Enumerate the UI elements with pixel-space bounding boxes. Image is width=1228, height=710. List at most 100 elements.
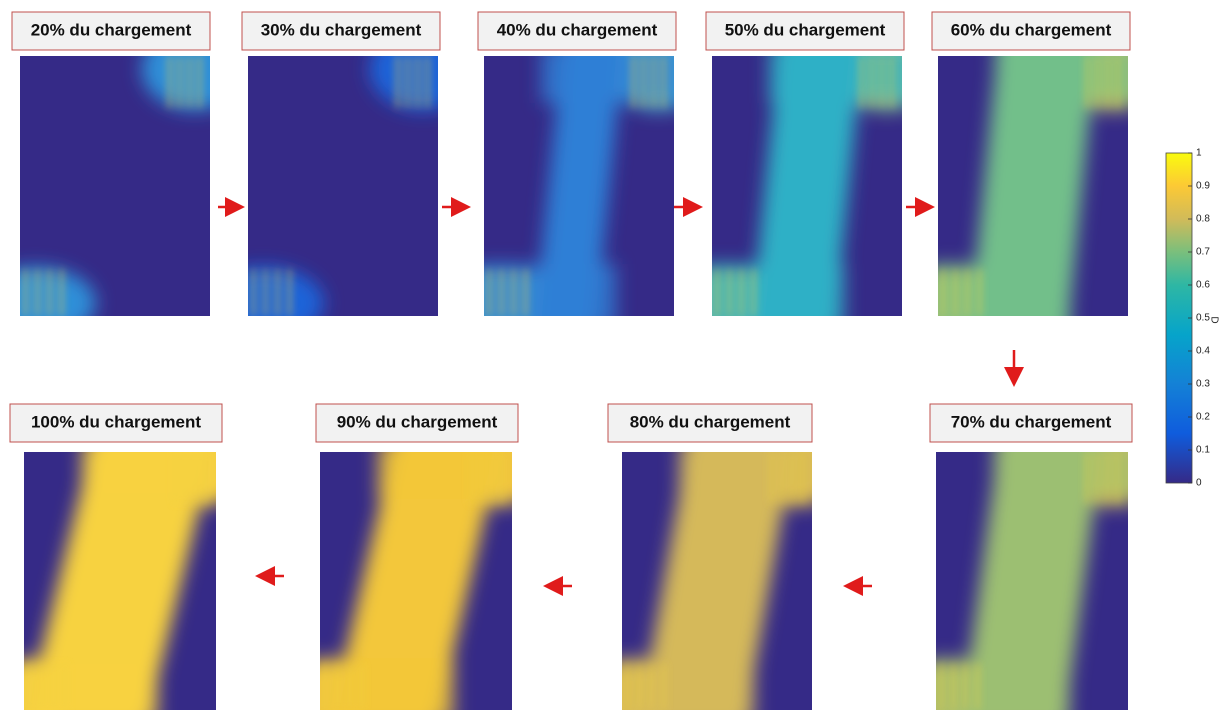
fiber-stripe [479, 452, 483, 504]
fiber-stripe [1096, 56, 1100, 108]
bottom-spread [938, 264, 1071, 316]
top-spread [993, 452, 1128, 499]
fiber-stripe [40, 663, 43, 710]
damage-map [712, 56, 902, 316]
damage-map [20, 56, 210, 316]
colorbar-tick-label: 0.4 [1196, 346, 1210, 357]
panel-label: 60% du chargement [951, 20, 1112, 39]
panel-label-box [705, 11, 905, 51]
panel-label-box [477, 11, 677, 51]
fiber-stripe [966, 269, 969, 316]
fiber-stripe [1085, 452, 1089, 504]
map-field [936, 452, 1128, 710]
panel-label-box [607, 403, 813, 443]
fiber-stripe [942, 269, 945, 316]
fiber-stripe [626, 663, 629, 710]
top-spread [769, 56, 902, 104]
fiber-stripe [728, 269, 731, 316]
colorbar-tick-label: 0.5 [1196, 313, 1210, 324]
fiber-stripe [500, 269, 503, 316]
colorbar-tick-label: 0.7 [1196, 247, 1210, 258]
fiber-texture [940, 452, 1119, 710]
map-field [24, 452, 216, 710]
panel-label-box [9, 403, 223, 443]
fiber-stripe [188, 56, 192, 108]
damage-band [26, 452, 214, 710]
bottom-spread [484, 264, 617, 316]
fiber-stripe [324, 663, 327, 710]
fiber-stripe [1105, 452, 1109, 504]
panel: 50% du chargement [705, 11, 905, 316]
panel: 90% du chargement [315, 403, 519, 710]
fiber-stripe [978, 269, 981, 316]
fiber-stripe [488, 269, 491, 316]
damage-map [936, 452, 1128, 710]
fiber-stripe [193, 452, 197, 504]
fiber-stripe [890, 56, 894, 108]
fiber-stripe [178, 56, 182, 108]
fiber-stripe [469, 452, 473, 504]
fiber-stripe [512, 269, 515, 316]
colorbar-tick-label: 1 [1196, 148, 1202, 159]
fiber-texture [324, 452, 503, 710]
colorbar [1165, 152, 1193, 484]
bottom-spread [24, 658, 158, 710]
fiber-stripe [880, 56, 884, 108]
panel-label-box [931, 11, 1131, 51]
damage-map [484, 56, 674, 316]
fiber-stripe [524, 269, 527, 316]
fiber-stripe [396, 56, 400, 108]
fiber-stripe [1115, 452, 1119, 504]
damage-band [332, 452, 500, 710]
fiber-stripe [952, 663, 955, 710]
fiber-stripe [499, 452, 503, 504]
panel-label: 70% du chargement [951, 412, 1112, 431]
fiber-stripe [183, 452, 187, 504]
colorbar-tick-label: 0.1 [1196, 445, 1210, 456]
corner-patch [141, 56, 210, 111]
fiber-stripe [173, 452, 177, 504]
top-spread [679, 452, 812, 499]
fiber-texture [28, 452, 207, 710]
damage-map [320, 452, 512, 710]
damage-map [24, 452, 216, 710]
colorbar-tick-label: 0.8 [1196, 214, 1210, 225]
map-field [938, 56, 1128, 316]
panel: 100% du chargement [9, 403, 223, 710]
fiber-stripe [964, 663, 967, 710]
fiber-texture [24, 56, 202, 316]
fiber-stripe [168, 56, 172, 108]
fiber-stripe [203, 452, 207, 504]
fiber-stripe [406, 56, 410, 108]
arrows [218, 197, 1024, 596]
panel-label-box [929, 403, 1133, 443]
fiber-stripe [940, 663, 943, 710]
panel: 70% du chargement [929, 403, 1133, 710]
fiber-stripe [638, 663, 641, 710]
damage-band [970, 56, 1096, 316]
fiber-stripe [52, 663, 55, 710]
panel: 80% du chargement [607, 403, 813, 710]
panel-label-box [11, 11, 211, 51]
fiber-stripe [976, 663, 979, 710]
map-field [484, 56, 674, 316]
bottom-spread [622, 658, 755, 710]
panel-label: 20% du chargement [31, 20, 192, 39]
fiber-stripe [288, 269, 291, 316]
fiber-stripe [632, 56, 636, 108]
fiber-stripe [770, 452, 774, 504]
fiber-stripe [198, 56, 202, 108]
panel-label: 50% du chargement [725, 20, 886, 39]
fiber-texture [626, 452, 804, 710]
fiber-texture [942, 56, 1120, 316]
fiber-stripe [870, 56, 874, 108]
top-spread [541, 56, 674, 104]
fiber-texture [252, 56, 430, 316]
damage-map [248, 56, 438, 316]
colorbar-tick-label: 0.2 [1196, 412, 1210, 423]
panel-label: 30% du chargement [261, 20, 422, 39]
fiber-stripe [860, 56, 864, 108]
bottom-spread [320, 658, 454, 710]
colorbar-tick-label: 0.9 [1196, 181, 1210, 192]
